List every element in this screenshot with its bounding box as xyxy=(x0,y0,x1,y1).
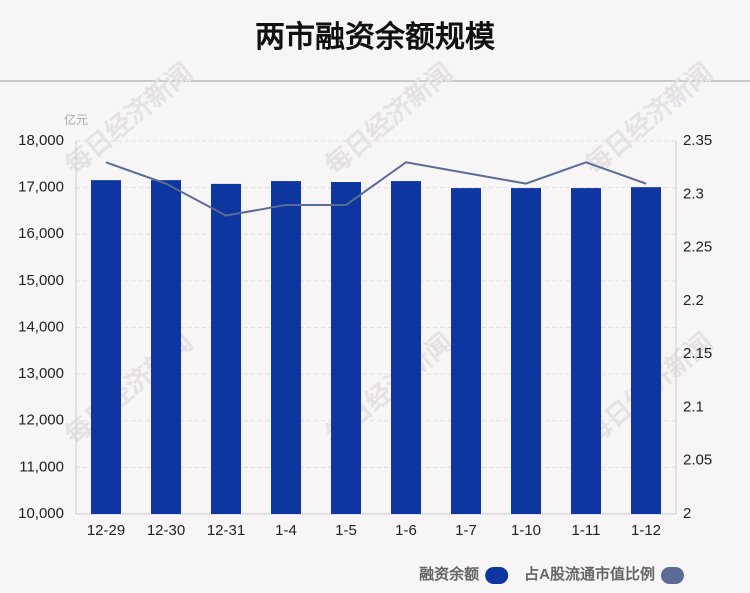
y2-tick-label: 2.35 xyxy=(683,132,712,149)
bar xyxy=(391,181,421,514)
chart-title: 两市融资余额规模 xyxy=(255,20,495,54)
y-tick-label: 15,000 xyxy=(18,272,64,289)
y-tick-label: 13,000 xyxy=(18,365,64,382)
legend-swatch xyxy=(485,567,509,584)
bar xyxy=(211,183,241,514)
legend-label: 占A股流通市值比例 xyxy=(524,565,655,583)
y2-tick-label: 2.05 xyxy=(683,452,712,469)
x-tick-label: 1-4 xyxy=(275,522,297,539)
x-tick-label: 1-12 xyxy=(631,522,661,539)
y2-tick-label: 2.1 xyxy=(683,398,704,415)
bar xyxy=(151,180,181,515)
y2-tick-label: 2.3 xyxy=(683,185,704,202)
y-tick-label: 12,000 xyxy=(18,412,64,429)
bar xyxy=(271,181,301,514)
x-tick-label: 1-5 xyxy=(335,522,357,539)
y-axis-unit: 亿元 xyxy=(64,112,88,127)
y2-tick-label: 2.15 xyxy=(683,345,712,362)
x-tick-label: 12-31 xyxy=(207,522,245,539)
bar xyxy=(511,188,541,514)
x-tick-label: 1-7 xyxy=(455,522,477,539)
legend-swatch xyxy=(661,567,684,584)
y-tick-label: 16,000 xyxy=(18,225,64,242)
x-tick-label: 12-30 xyxy=(147,522,185,539)
x-tick-label: 1-6 xyxy=(395,522,417,539)
bar xyxy=(91,180,121,515)
bar xyxy=(571,188,601,514)
y-tick-label: 10,000 xyxy=(18,505,64,522)
y-tick-label: 17,000 xyxy=(18,179,64,196)
x-tick-label: 1-10 xyxy=(511,522,541,539)
legend-label: 融资余额 xyxy=(419,565,479,583)
x-tick-label: 12-29 xyxy=(87,522,125,539)
y-tick-label: 18,000 xyxy=(18,132,64,149)
bar xyxy=(631,187,661,514)
bar xyxy=(451,188,481,514)
y2-tick-label: 2.25 xyxy=(683,239,712,256)
y-tick-label: 14,000 xyxy=(18,318,64,335)
bar xyxy=(331,182,361,514)
line xyxy=(105,161,647,217)
y2-tick-label: 2.2 xyxy=(683,292,704,309)
x-tick-label: 1-11 xyxy=(572,522,601,539)
y-tick-label: 11,000 xyxy=(19,458,64,475)
y2-tick-label: 2 xyxy=(683,505,691,522)
